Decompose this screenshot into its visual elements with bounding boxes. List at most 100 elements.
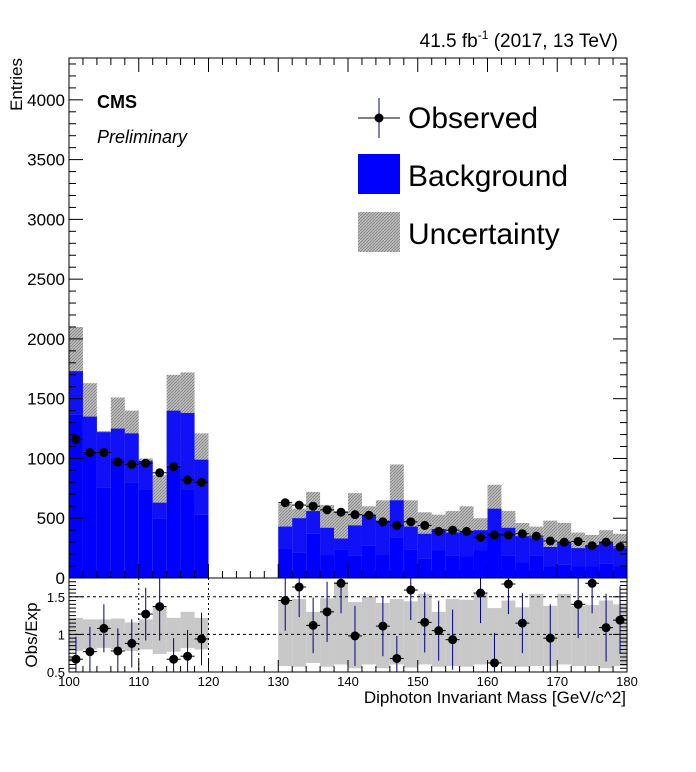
uncertainty-swatch-icon (358, 212, 400, 252)
lumi-exponent: -1 (478, 28, 489, 42)
observed-point (406, 517, 416, 527)
background-bar (306, 533, 321, 578)
y-tick-label: 4000 (27, 91, 65, 110)
background-bar (613, 566, 627, 578)
ratio-point (113, 646, 123, 656)
background-bar-overlap (334, 538, 348, 550)
observed-point (169, 462, 179, 472)
ratio-uncertainty-band (557, 593, 572, 665)
background-bar (348, 555, 362, 578)
ratio-plot: 0.5 1 1.5 100 110 120 130 140 150 160 170 180 (47, 577, 638, 689)
x-tick-label: 180 (616, 674, 638, 689)
observed-point (71, 434, 81, 444)
background-bar-overlap (459, 531, 474, 557)
observed-point (545, 536, 555, 546)
background-bar-overlap (543, 546, 558, 567)
background-bar (459, 556, 474, 578)
observed-point (587, 541, 597, 551)
x-tick-label: 160 (477, 674, 499, 689)
background-bar-overlap (320, 527, 335, 555)
legend-item-observed: Observed (358, 98, 538, 138)
observed-point (531, 531, 541, 541)
background-bar (487, 532, 502, 578)
background-bar (375, 554, 390, 578)
background-bar-overlap (194, 459, 209, 515)
observed-point (308, 501, 318, 511)
background-bar-overlap (82, 416, 97, 452)
ratio-point (545, 633, 555, 643)
ratio-uncertainty-band (292, 599, 307, 667)
status-label: Preliminary (97, 127, 188, 147)
ratio-point (85, 647, 95, 657)
background-bar-overlap (515, 536, 530, 563)
ratio-point (71, 654, 81, 664)
background-bar-overlap (96, 432, 111, 488)
observed-point (448, 525, 458, 535)
background-bar-overlap (403, 526, 418, 550)
ratio-y-tick-label: 1 (58, 627, 65, 642)
observed-point (113, 457, 123, 467)
background-swatch-icon (358, 154, 400, 194)
experiment-label: CMS (97, 92, 137, 112)
main-plot: 0 500 1000 1500 2000 2500 3000 3500 4000 (27, 57, 628, 588)
observed-point (392, 520, 402, 530)
x-tick-label: 120 (198, 674, 220, 689)
ratio-uncertainty-band (529, 593, 544, 666)
ratio-point (183, 651, 193, 661)
y-tick-label: 1000 (27, 449, 65, 468)
background-bar-overlap (292, 518, 307, 553)
ratio-point (141, 609, 151, 619)
ratio-uncertainty-band (585, 605, 600, 666)
ratio-point (489, 658, 499, 668)
observed-point (489, 530, 499, 540)
background-bar-overlap (110, 428, 125, 459)
observed-point (420, 520, 430, 530)
ratio-point (406, 585, 416, 595)
background-bar-overlap (529, 537, 544, 556)
background-bar (82, 451, 97, 578)
background-bar (166, 465, 181, 578)
ratio-point (294, 582, 304, 592)
ratio-uncertainty-band (334, 581, 348, 665)
x-tick-label: 130 (267, 674, 289, 689)
ratio-point (476, 588, 486, 598)
y-tick-label: 2000 (27, 330, 65, 349)
lumi-value: 41.5 fb (420, 31, 478, 52)
observed-marker-icon (374, 113, 384, 123)
background-bar (69, 414, 83, 578)
ratio-point (197, 634, 207, 644)
background-bar-overlap (375, 520, 390, 555)
background-bar (180, 489, 195, 578)
background-bar (557, 564, 572, 578)
lumi-suffix: (2017, 13 TeV) (488, 31, 618, 52)
ratio-y-tick-label: 1.5 (47, 590, 65, 605)
background-bar (431, 550, 446, 578)
ratio-point (434, 626, 444, 636)
background-bar (194, 514, 209, 578)
ratio-uncertainty-band (473, 593, 488, 665)
ratio-point (127, 638, 137, 648)
background-bar (124, 482, 139, 578)
background-bar-overlap (389, 500, 404, 538)
y-tick-label: 1500 (27, 390, 65, 409)
x-tick-label: 170 (546, 674, 568, 689)
observed-point (517, 529, 527, 539)
observed-point (434, 526, 444, 536)
observed-point (601, 537, 611, 547)
observed-point (559, 537, 569, 547)
background-bar (417, 558, 432, 578)
ratio-point (420, 617, 430, 627)
observed-point (476, 532, 486, 542)
ratio-point (517, 618, 527, 628)
ratio-point (308, 620, 318, 630)
observed-point (127, 459, 137, 469)
background-bar (334, 549, 348, 578)
background-bar-overlap (166, 410, 181, 466)
background-bar (152, 518, 167, 578)
y-tick-label: 0 (56, 569, 65, 588)
background-bar-overlap (431, 528, 446, 551)
background-bar (389, 537, 404, 578)
y-tick-label: 500 (37, 509, 65, 528)
ratio-uncertainty-band (389, 599, 404, 665)
